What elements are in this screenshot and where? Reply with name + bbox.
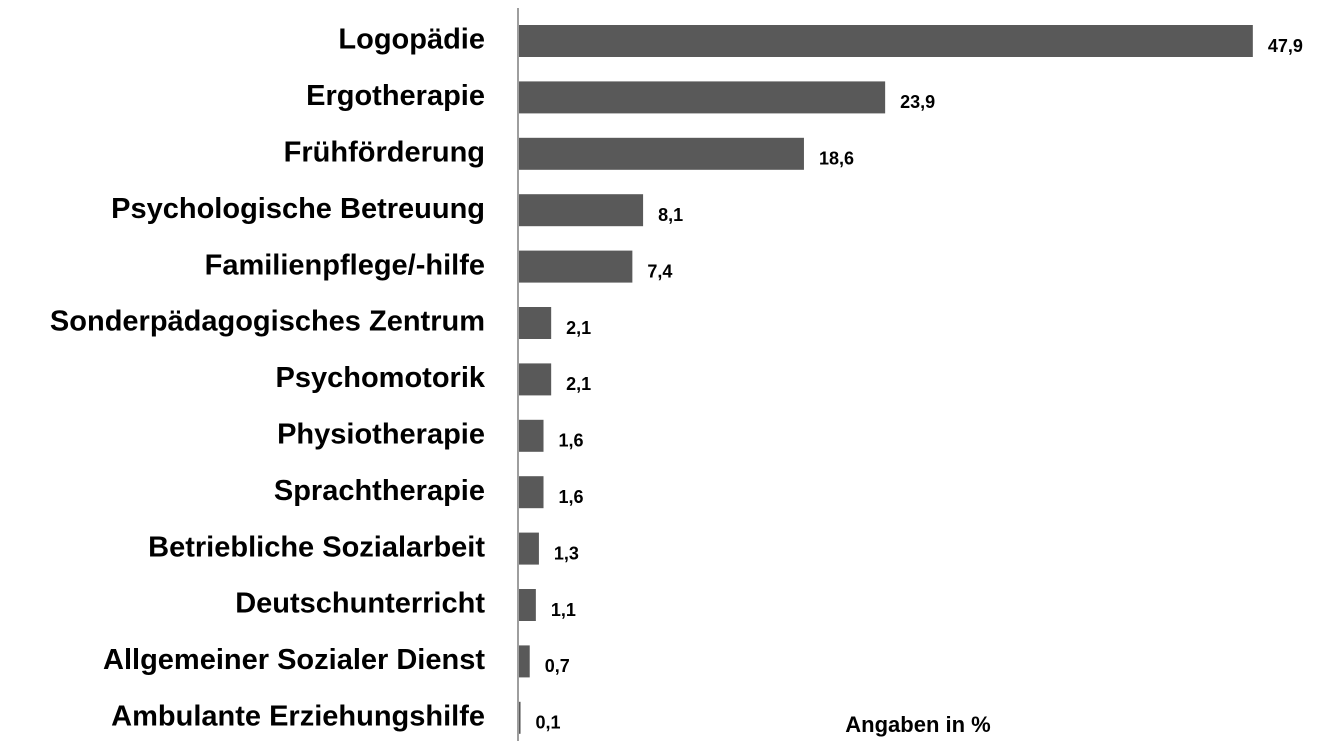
category-label: Psychomotorik bbox=[276, 362, 486, 394]
bar bbox=[519, 476, 544, 509]
value-label: 0,1 bbox=[536, 713, 561, 733]
bar bbox=[519, 137, 804, 170]
bar bbox=[519, 81, 886, 114]
bar bbox=[519, 645, 530, 678]
category-label: Psychologische Betreuung bbox=[111, 193, 485, 225]
category-label: Logopädie bbox=[338, 24, 485, 56]
category-label: Familienpflege/-hilfe bbox=[205, 249, 485, 281]
bar bbox=[519, 194, 644, 227]
value-label: 2,1 bbox=[566, 374, 591, 394]
category-label: Betriebliche Sozialarbeit bbox=[148, 531, 485, 563]
category-label: Ambulante Erziehungshilfe bbox=[111, 700, 485, 732]
value-label: 1,6 bbox=[559, 487, 584, 507]
bar bbox=[519, 701, 521, 734]
category-label: Allgemeiner Sozialer Dienst bbox=[103, 644, 485, 676]
value-label: 23,9 bbox=[900, 92, 935, 112]
bar bbox=[519, 307, 552, 339]
value-label: 8,1 bbox=[658, 205, 683, 225]
category-label: Ergotherapie bbox=[306, 80, 485, 112]
category-label: Sprachtherapie bbox=[274, 475, 485, 507]
bar bbox=[519, 25, 1253, 57]
value-label: 47,9 bbox=[1268, 36, 1303, 56]
axis-title: Angaben in % bbox=[845, 712, 990, 737]
category-label: Frühförderung bbox=[284, 136, 485, 168]
value-label: 0,7 bbox=[545, 656, 570, 676]
value-label: 18,6 bbox=[819, 149, 854, 169]
value-label: 1,6 bbox=[559, 431, 584, 451]
value-label: 1,1 bbox=[551, 600, 576, 620]
category-label: Sonderpädagogisches Zentrum bbox=[50, 306, 485, 338]
bar bbox=[519, 419, 544, 452]
bar bbox=[519, 532, 539, 565]
bar bbox=[519, 250, 633, 283]
value-label: 7,4 bbox=[647, 261, 672, 281]
category-label: Physiotherapie bbox=[277, 418, 485, 450]
bar bbox=[519, 363, 552, 396]
category-label: Deutschunterricht bbox=[235, 588, 485, 620]
bar bbox=[519, 589, 536, 621]
value-label: 1,3 bbox=[554, 543, 579, 563]
value-label: 2,1 bbox=[566, 318, 591, 338]
